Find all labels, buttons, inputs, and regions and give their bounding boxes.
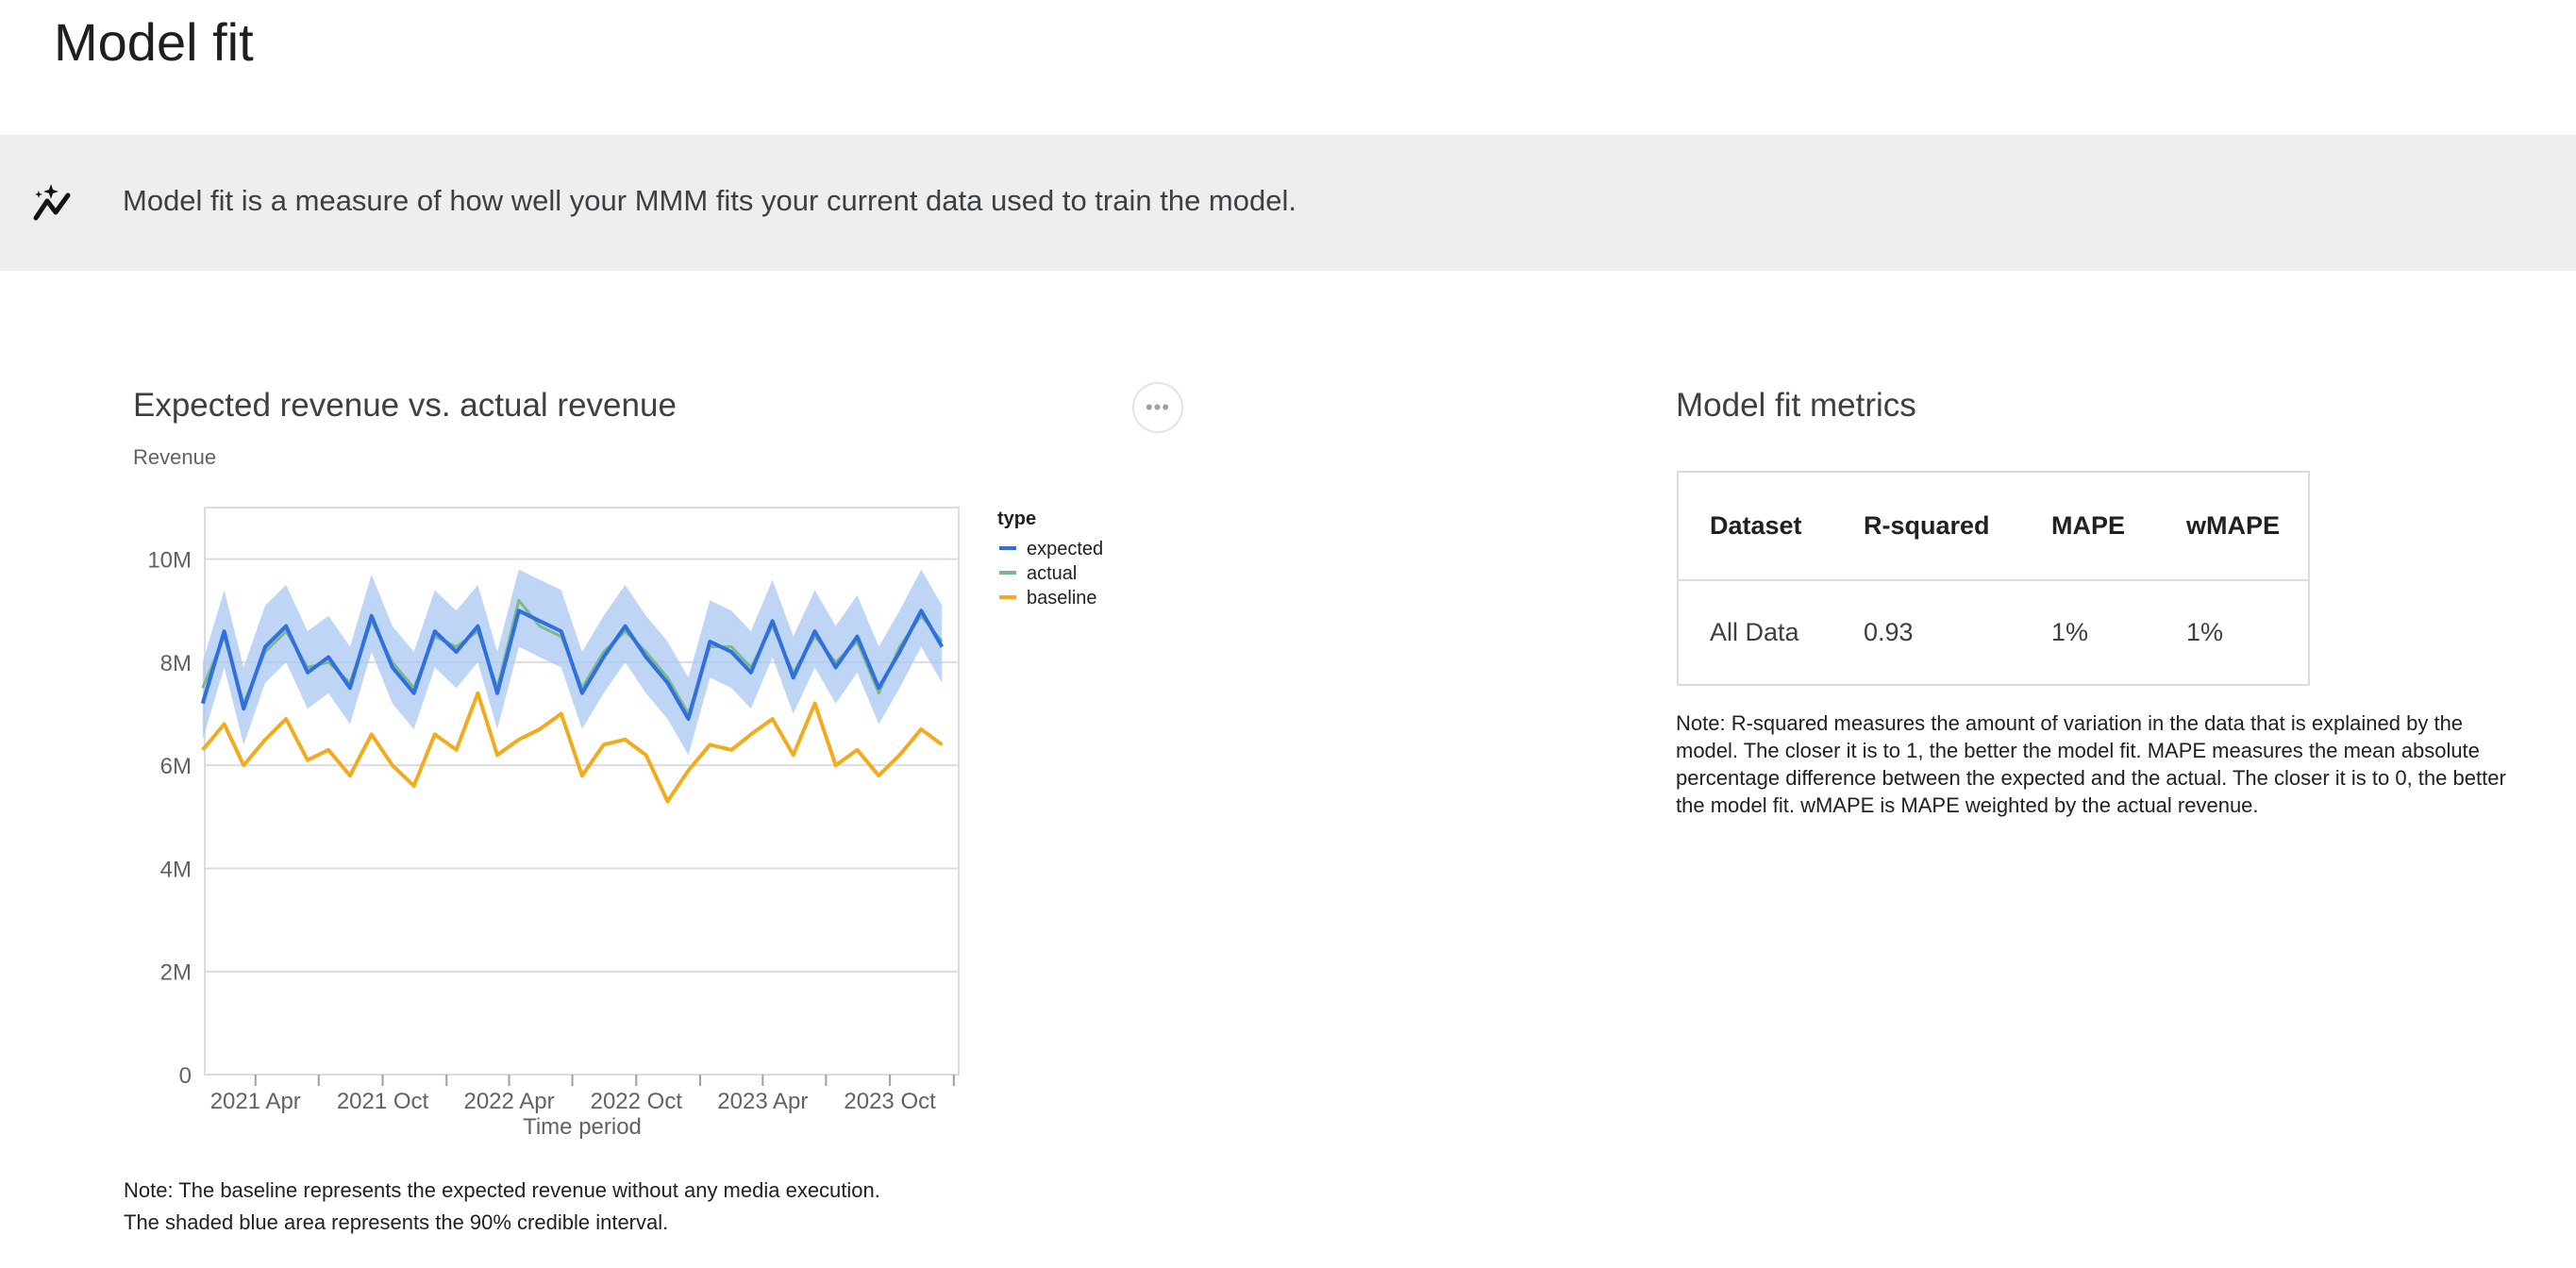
baseline-line: [201, 691, 944, 804]
chart-note: Note: The baseline represents the expect…: [124, 1175, 880, 1239]
expected-line: [200, 609, 945, 722]
cell-r-squared: 0.93: [1864, 618, 1914, 646]
x-tick-label: 2021 Apr: [210, 1089, 301, 1114]
y-tick-label: 2M: [160, 960, 192, 986]
table-row: All Data 0.93 1% 1%: [1679, 579, 2308, 686]
legend-title: type: [997, 509, 1036, 529]
legend-label-actual: actual: [1027, 563, 1077, 584]
y-tick-label: 6M: [160, 754, 192, 779]
x-tick-label: 2023 Apr: [717, 1089, 808, 1114]
metrics-title: Model fit metrics: [1676, 387, 1916, 424]
insights-sparkle-icon: [33, 184, 71, 221]
chart-title: Expected revenue vs. actual revenue: [133, 387, 677, 424]
page-title: Model fit: [54, 12, 254, 72]
chart-note-line: The shaded blue area represents the 90% …: [124, 1210, 669, 1234]
metrics-table: Dataset R-squared MAPE wMAPE All Data 0.…: [1677, 471, 2310, 686]
cell-mape: 1%: [2051, 618, 2089, 646]
x-axis-title: Time period: [523, 1114, 642, 1140]
x-tick-label: 2022 Oct: [591, 1089, 683, 1114]
table-header-row: Dataset R-squared MAPE wMAPE: [1679, 473, 2308, 581]
y-tick-label: 0: [179, 1063, 192, 1089]
legend-label-baseline: baseline: [1027, 588, 1097, 609]
more-options-button[interactable]: •••: [1132, 382, 1183, 433]
column-header: MAPE: [2051, 511, 2126, 540]
column-header: R-squared: [1864, 511, 1990, 540]
y-tick-label: 10M: [147, 548, 192, 574]
metrics-note: Note: R-squared measures the amount of v…: [1676, 711, 2506, 817]
column-header: Dataset: [1710, 511, 1802, 540]
chart-note-line: Note: The baseline represents the expect…: [124, 1178, 880, 1202]
column-header: wMAPE: [2186, 511, 2281, 540]
legend-label-expected: expected: [1027, 539, 1103, 559]
x-tick-label: 2022 Apr: [463, 1089, 554, 1114]
x-tick-label: 2023 Oct: [844, 1089, 936, 1114]
x-tick-label: 2021 Oct: [337, 1089, 429, 1114]
y-axis-title: Revenue: [133, 445, 217, 469]
y-tick-label: 8M: [160, 651, 192, 676]
y-tick-label: 4M: [160, 857, 192, 882]
banner-text: Model fit is a measure of how well your …: [123, 184, 1296, 217]
plot-frame: [204, 507, 960, 1076]
revenue-chart: 0 2M 4M 6M 8M 10M 2021 Apr 2021 Oct 2022 Apr 2022…: [147, 507, 1103, 1140]
cell-dataset: All Data: [1710, 618, 1799, 646]
cell-wmape: 1%: [2186, 618, 2224, 646]
info-banner: Model fit is a measure of how well your …: [0, 135, 2576, 271]
